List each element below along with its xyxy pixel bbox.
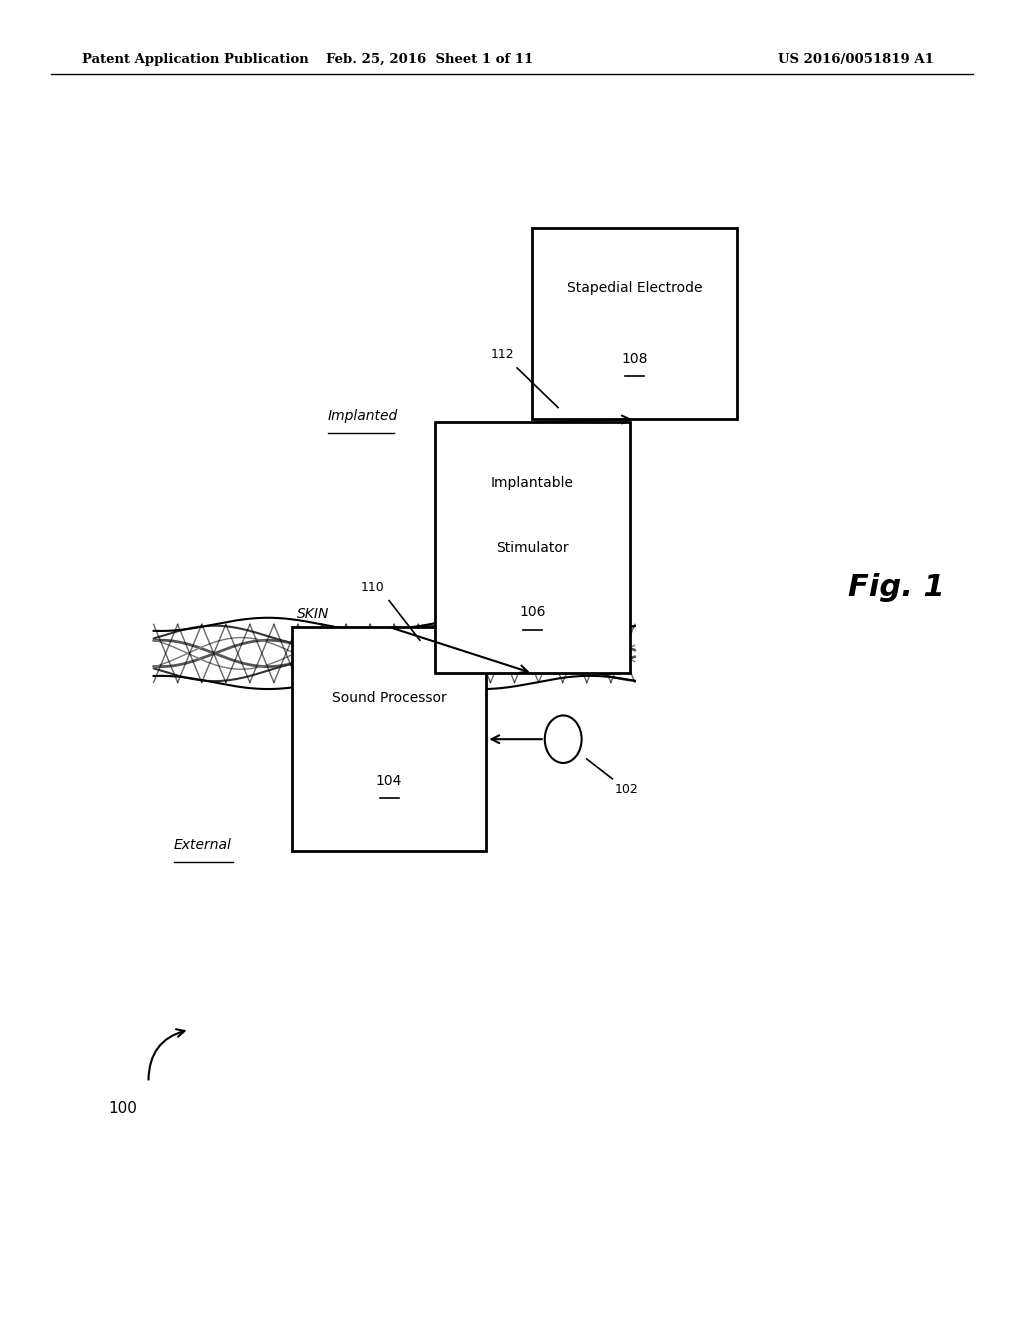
Text: External: External xyxy=(174,838,232,851)
Text: 100: 100 xyxy=(109,1101,137,1117)
Text: 110: 110 xyxy=(360,581,384,594)
Text: Feb. 25, 2016  Sheet 1 of 11: Feb. 25, 2016 Sheet 1 of 11 xyxy=(327,53,534,66)
Text: Stapedial Electrode: Stapedial Electrode xyxy=(567,281,702,296)
Text: 106: 106 xyxy=(519,606,546,619)
Bar xyxy=(532,227,737,420)
Text: Fig. 1: Fig. 1 xyxy=(848,573,944,602)
Text: Stimulator: Stimulator xyxy=(497,541,568,554)
Text: Implantable: Implantable xyxy=(490,477,574,490)
Bar xyxy=(435,422,630,673)
Text: Patent Application Publication: Patent Application Publication xyxy=(82,53,308,66)
Text: US 2016/0051819 A1: US 2016/0051819 A1 xyxy=(778,53,934,66)
Text: 108: 108 xyxy=(622,351,648,366)
Text: 112: 112 xyxy=(490,348,514,362)
Bar xyxy=(292,627,486,851)
Text: Sound Processor: Sound Processor xyxy=(332,690,446,705)
Text: 104: 104 xyxy=(376,774,402,788)
Text: 102: 102 xyxy=(614,783,638,796)
Text: SKIN: SKIN xyxy=(297,607,330,620)
Text: Implanted: Implanted xyxy=(328,409,398,422)
